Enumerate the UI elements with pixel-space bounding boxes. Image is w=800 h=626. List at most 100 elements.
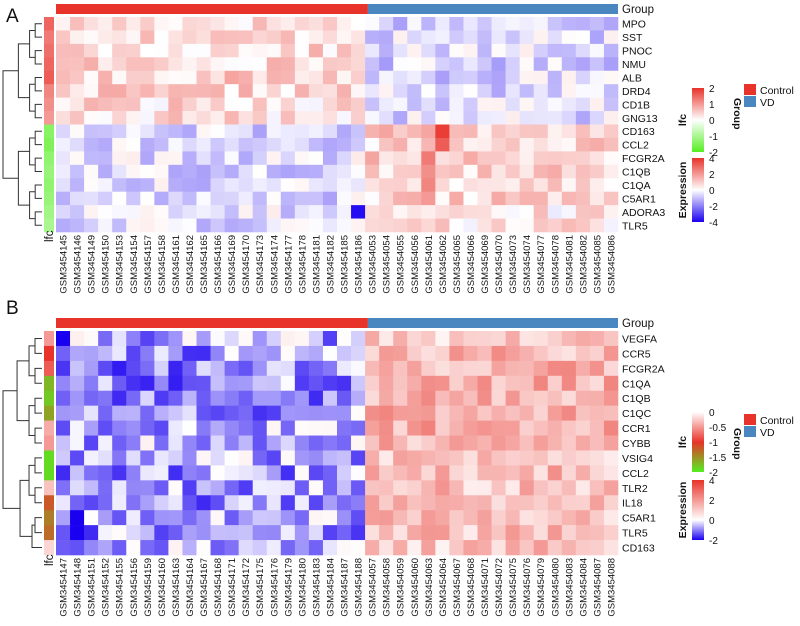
heatmap-cell bbox=[421, 164, 436, 179]
gene-label: C1QA bbox=[622, 180, 651, 192]
heatmap-cell bbox=[421, 495, 436, 511]
heatmap-cell bbox=[126, 43, 141, 58]
heatmap-cell bbox=[56, 540, 71, 556]
heatmap-cell bbox=[238, 57, 253, 72]
lfc-cell bbox=[44, 164, 54, 179]
heatmap-cell bbox=[168, 525, 183, 541]
heatmap-cell bbox=[224, 191, 239, 206]
heatmap-cell bbox=[533, 205, 549, 219]
heatmap-cell bbox=[337, 205, 352, 219]
heatmap-cell bbox=[308, 30, 324, 45]
heatmap-cell bbox=[603, 191, 619, 206]
heatmap-cell bbox=[561, 137, 577, 152]
heatmap-cell bbox=[449, 435, 464, 451]
heatmap-cell bbox=[561, 465, 577, 481]
heatmap-cell bbox=[224, 151, 239, 166]
sample-label: GSM3454073 bbox=[508, 235, 519, 294]
row-dendrogram bbox=[2, 337, 42, 549]
heatmap-cell bbox=[252, 70, 268, 85]
heatmap-cell bbox=[252, 137, 268, 152]
heatmap-cell bbox=[393, 525, 408, 541]
heatmap-cell bbox=[379, 495, 394, 511]
heatmap-cell bbox=[435, 111, 450, 125]
heatmap-cell bbox=[294, 164, 310, 179]
heatmap-cell bbox=[224, 70, 239, 85]
heatmap-cell bbox=[435, 480, 450, 496]
heatmap-cell bbox=[308, 205, 324, 219]
heatmap-cell bbox=[575, 540, 591, 556]
heatmap-cell bbox=[407, 420, 422, 436]
heatmap-cell bbox=[224, 480, 239, 496]
heatmap-cell bbox=[589, 178, 605, 192]
heatmap-cell bbox=[589, 218, 605, 233]
heatmap-cell bbox=[112, 84, 127, 98]
heatmap-cell bbox=[351, 495, 366, 511]
heatmap-cell bbox=[112, 331, 127, 347]
heatmap-cell bbox=[70, 178, 85, 192]
heatmap-cell bbox=[393, 164, 408, 179]
heatmap-cell bbox=[561, 480, 577, 496]
heatmap-cell bbox=[337, 84, 352, 98]
heatmap-cell bbox=[182, 480, 197, 496]
heatmap-cell bbox=[561, 510, 577, 526]
heatmap-cell bbox=[463, 57, 478, 72]
heatmap-cell bbox=[224, 137, 239, 152]
heatmap-cell bbox=[407, 191, 422, 206]
heatmap-cell bbox=[603, 178, 619, 192]
heatmap-cell bbox=[407, 465, 422, 481]
heatmap-cell bbox=[196, 360, 211, 377]
legend-group-swatch bbox=[744, 426, 756, 437]
heatmap-cell bbox=[463, 331, 478, 347]
heatmap-cell bbox=[238, 390, 253, 406]
heatmap-cell bbox=[365, 510, 380, 526]
sample-label: GSM3454061 bbox=[424, 235, 435, 294]
heatmap-cell bbox=[182, 178, 197, 192]
heatmap-cell bbox=[98, 178, 113, 192]
heatmap-cell bbox=[238, 525, 253, 541]
heatmap-cell bbox=[533, 30, 549, 45]
heatmap-cell bbox=[294, 465, 310, 481]
heatmap-cell bbox=[252, 17, 268, 31]
heatmap-cell bbox=[505, 111, 520, 125]
gene-label: CD163 bbox=[622, 126, 655, 138]
heatmap-cell bbox=[463, 375, 478, 392]
heatmap-cell bbox=[224, 435, 239, 451]
heatmap-cell bbox=[589, 540, 605, 556]
heatmap-cell bbox=[280, 390, 296, 406]
heatmap-cell bbox=[252, 450, 268, 466]
heatmap-cell bbox=[505, 510, 520, 526]
heatmap-cell bbox=[575, 345, 591, 362]
heatmap-cell bbox=[449, 43, 464, 58]
heatmap-cell bbox=[561, 124, 577, 139]
sample-label: GSM3454174 bbox=[269, 235, 280, 294]
heatmap-cell bbox=[477, 124, 492, 139]
heatmap-cell bbox=[407, 17, 422, 31]
heatmap-cell bbox=[140, 70, 155, 85]
heatmap-cell bbox=[238, 495, 253, 511]
heatmap-cell bbox=[84, 97, 99, 112]
heatmap-cell bbox=[308, 540, 324, 556]
heatmap-cell bbox=[589, 510, 605, 526]
heatmap-cell bbox=[379, 450, 394, 466]
heatmap-cell bbox=[70, 480, 85, 496]
heatmap-cell bbox=[337, 137, 352, 152]
heatmap-cell bbox=[112, 375, 127, 392]
heatmap-cell bbox=[266, 345, 282, 362]
sample-label: GSM3454054 bbox=[382, 235, 393, 294]
lfc-cell bbox=[44, 331, 54, 347]
heatmap-cell bbox=[519, 137, 534, 152]
heatmap-cell bbox=[449, 191, 464, 206]
heatmap-cell bbox=[280, 70, 296, 85]
heatmap-cell bbox=[266, 191, 282, 206]
heatmap-cell bbox=[98, 390, 113, 406]
heatmap-cell bbox=[547, 43, 563, 58]
sample-label: GSM3454064 bbox=[438, 558, 449, 617]
heatmap-cell bbox=[533, 345, 549, 362]
sample-label: GSM3454152 bbox=[101, 558, 112, 617]
heatmap-cell bbox=[463, 111, 478, 125]
gene-label: GNG13 bbox=[622, 113, 658, 125]
heatmap-cell bbox=[280, 164, 296, 179]
heatmap-cell bbox=[168, 450, 183, 466]
heatmap-cell bbox=[491, 375, 506, 392]
heatmap-cell bbox=[154, 97, 169, 112]
